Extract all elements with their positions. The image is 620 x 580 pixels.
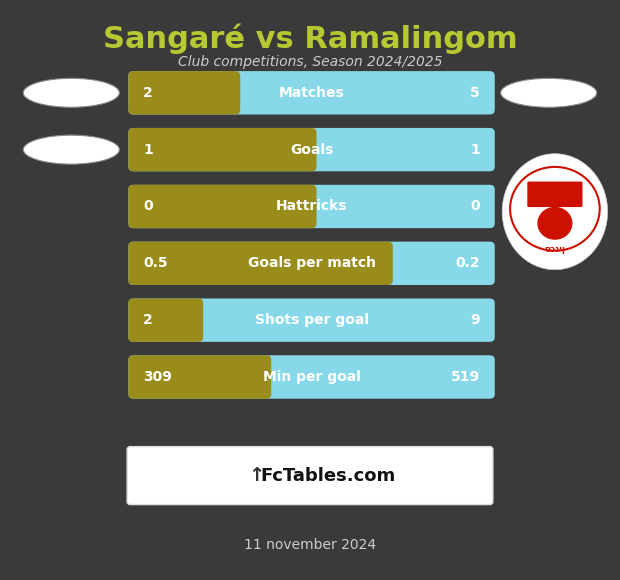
Text: Matches: Matches	[278, 86, 345, 100]
FancyBboxPatch shape	[128, 242, 495, 285]
Ellipse shape	[502, 154, 608, 270]
Text: 0: 0	[143, 200, 153, 213]
FancyBboxPatch shape	[528, 182, 583, 207]
Text: 0.5: 0.5	[143, 256, 168, 270]
FancyBboxPatch shape	[128, 71, 240, 114]
Text: 1: 1	[143, 143, 153, 157]
FancyBboxPatch shape	[128, 356, 495, 398]
Text: Goals: Goals	[290, 143, 333, 157]
Text: 309: 309	[143, 370, 172, 384]
Text: 0.2: 0.2	[455, 256, 480, 270]
FancyBboxPatch shape	[128, 242, 393, 285]
Text: Club competitions, Season 2024/2025: Club competitions, Season 2024/2025	[178, 55, 442, 69]
FancyBboxPatch shape	[128, 299, 203, 342]
Ellipse shape	[24, 135, 120, 164]
Text: 519: 519	[451, 370, 480, 384]
Text: Sangaré vs Ramalingom: Sangaré vs Ramalingom	[103, 23, 517, 54]
Text: FcTables.com: FcTables.com	[260, 466, 396, 485]
FancyBboxPatch shape	[128, 185, 317, 228]
FancyBboxPatch shape	[128, 185, 495, 228]
Text: 9: 9	[470, 313, 480, 327]
Ellipse shape	[24, 78, 120, 107]
FancyBboxPatch shape	[128, 71, 495, 114]
Ellipse shape	[501, 78, 596, 107]
FancyBboxPatch shape	[128, 299, 495, 342]
Text: ↑: ↑	[248, 466, 264, 485]
FancyBboxPatch shape	[128, 128, 317, 171]
Text: Hattricks: Hattricks	[276, 200, 347, 213]
Text: Shots per goal: Shots per goal	[255, 313, 368, 327]
Circle shape	[538, 208, 572, 239]
FancyBboxPatch shape	[128, 128, 495, 171]
Text: 2: 2	[143, 313, 153, 327]
Text: 5: 5	[470, 86, 480, 100]
Text: Goals per match: Goals per match	[247, 256, 376, 270]
Text: 0: 0	[470, 200, 480, 213]
Text: 2: 2	[143, 86, 153, 100]
Text: 11 november 2024: 11 november 2024	[244, 538, 376, 552]
FancyBboxPatch shape	[128, 356, 271, 398]
FancyBboxPatch shape	[127, 447, 493, 505]
Text: סכנין: סכנין	[544, 245, 565, 254]
Text: Min per goal: Min per goal	[263, 370, 360, 384]
Text: 1: 1	[470, 143, 480, 157]
